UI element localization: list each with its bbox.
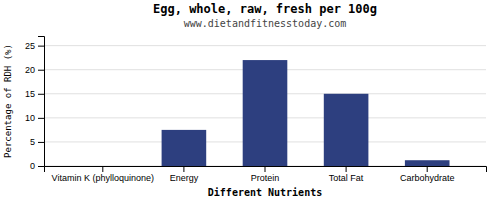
x-tick: Carbohydrate: [400, 166, 455, 183]
x-tick: Vitamin K (phylloquinone): [52, 166, 154, 183]
subtitle: www.dietandfitnesstoday.com: [184, 18, 347, 29]
y-tick-mark: [38, 142, 44, 143]
x-tick-mark: [346, 166, 347, 172]
y-tick: 20: [25, 65, 44, 75]
x-axis-title: Different Nutrients: [208, 187, 322, 198]
x-axis-line: [45, 167, 487, 173]
title: Egg, whole, raw, fresh per 100g: [153, 2, 377, 16]
y-tick-label: 5: [30, 137, 35, 147]
grid-line: [44, 45, 486, 46]
y-tick-label: 15: [25, 89, 35, 99]
x-tick-mark: [102, 166, 103, 172]
y-tick: 15: [25, 89, 44, 99]
x-tick-label: Vitamin K (phylloquinone): [52, 173, 154, 183]
x-tick: Protein: [251, 166, 280, 183]
bar: [405, 160, 450, 166]
bar: [162, 130, 207, 166]
x-tick-label: Total Fat: [329, 173, 364, 183]
x-tick-mark: [183, 166, 184, 172]
chart-container: 0 5 10 15 20 25 Vitamin K (phylloquinone) Energ…: [0, 0, 500, 200]
y-tick-mark: [38, 70, 44, 71]
y-axis-title: Percentage of RDH (%): [3, 44, 13, 158]
x-tick: Total Fat: [329, 166, 364, 183]
y-tick-label: 25: [25, 41, 35, 51]
y-tick: 5: [30, 137, 44, 147]
x-tick-label: Carbohydrate: [400, 173, 455, 183]
bar: [80, 166, 125, 167]
chart-svg: 0 5 10 15 20 25 Vitamin K (phylloquinone) Energ…: [0, 0, 500, 200]
y-tick-label: 20: [25, 65, 35, 75]
y-tick-mark: [38, 118, 44, 119]
y-tick-label: 10: [25, 113, 35, 123]
bars: [162, 60, 450, 166]
plot: 0 5 10 15 20 25 Vitamin K (phylloquinone) Energ…: [25, 37, 487, 184]
y-tick: 10: [25, 113, 44, 123]
x-tick-mark: [265, 166, 266, 172]
x-tick: Energy: [170, 166, 199, 183]
grid: [44, 46, 486, 166]
bar: [243, 60, 288, 166]
y-axis: 0 5 10 15 20 25: [25, 37, 45, 172]
y-tick-label: 0: [30, 161, 35, 171]
y-tick-mark: [38, 94, 44, 95]
x-axis: Vitamin K (phylloquinone) Energy Protein To…: [45, 166, 487, 183]
y-tick-mark: [38, 166, 44, 167]
y-tick-mark: [38, 46, 44, 47]
y-tick: 25: [25, 41, 44, 51]
x-tick-label: Protein: [251, 173, 280, 183]
x-tick-mark: [427, 166, 428, 172]
y-axis-line: [38, 37, 45, 167]
bar: [324, 94, 369, 166]
y-tick: 0: [30, 161, 44, 171]
x-tick-label: Energy: [170, 173, 199, 183]
